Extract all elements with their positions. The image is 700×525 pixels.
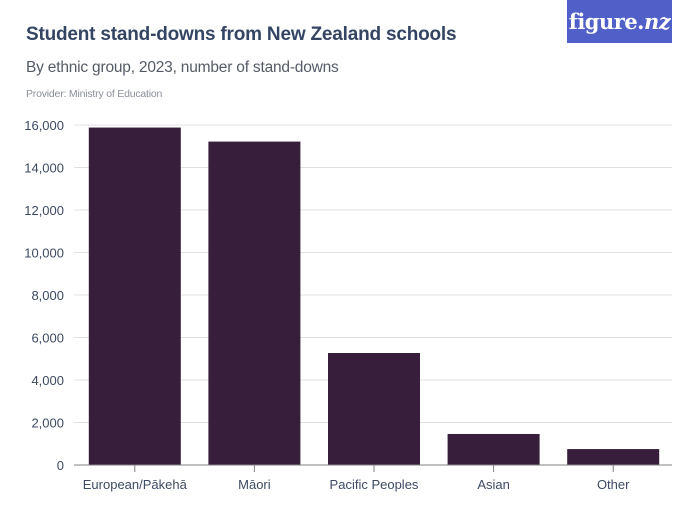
figure-nz-logo[interactable]: figure. nz	[567, 0, 672, 43]
logo-text: figure.	[568, 9, 645, 34]
x-tick-label: Māori	[238, 477, 271, 492]
y-tick-label: 12,000	[24, 203, 64, 218]
x-axis: European/Pākehā Māori Pacific Peoples Asian…	[74, 464, 672, 492]
bar[interactable]	[208, 141, 301, 465]
chart-subtitle: By ethnic group, 2023, number of stand-d…	[26, 59, 339, 76]
y-tick-label: 4,000	[31, 373, 64, 388]
chart-title: Student stand-downs from New Zealand sch…	[26, 24, 457, 45]
x-tick-label: Other	[597, 477, 630, 492]
y-tick-label: 6,000	[31, 331, 64, 346]
data-provider: Provider: Ministry of Education	[26, 88, 163, 100]
y-tick-label: 8,000	[31, 288, 64, 303]
logo-suffix: nz	[644, 9, 671, 34]
x-tick-label: European/Pākehā	[83, 477, 188, 492]
bar[interactable]	[567, 449, 660, 465]
y-tick-label: 10,000	[24, 246, 64, 261]
bar[interactable]	[328, 353, 420, 465]
y-tick-label: 16,000	[24, 118, 64, 133]
y-tick-label: 2,000	[31, 416, 64, 431]
bars	[88, 127, 660, 466]
y-axis: 0 2,000 4,000 6,000 8,000 10,000 12,000 14,000 1…	[24, 118, 64, 473]
x-tick-label: Asian	[477, 477, 510, 492]
x-tick-label: Pacific Peoples	[330, 477, 419, 492]
y-tick-label: 0	[57, 458, 64, 473]
bar[interactable]	[447, 433, 540, 465]
y-tick-label: 14,000	[24, 161, 64, 176]
bar[interactable]	[88, 127, 181, 466]
